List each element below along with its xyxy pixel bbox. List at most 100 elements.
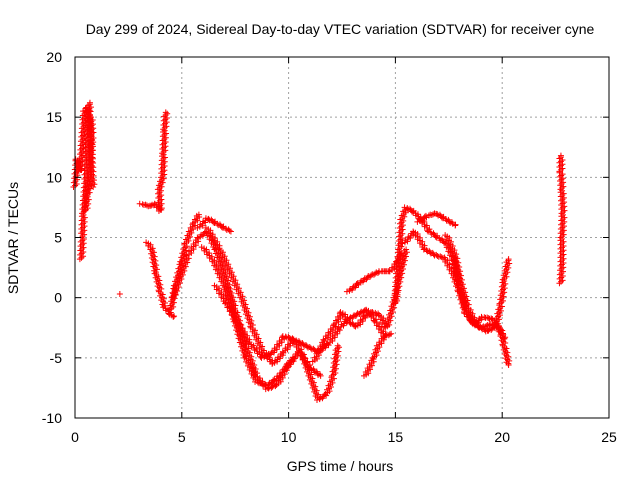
data-point xyxy=(400,266,407,273)
data-point xyxy=(157,281,164,288)
data-point xyxy=(246,313,253,320)
data-point xyxy=(262,352,269,359)
data-point xyxy=(363,312,370,319)
data-point xyxy=(303,343,310,350)
data-point xyxy=(248,353,255,360)
data-point xyxy=(317,372,324,379)
data-point xyxy=(296,347,303,354)
data-point xyxy=(440,239,447,246)
data-point xyxy=(243,305,250,312)
data-point xyxy=(358,308,365,315)
data-point xyxy=(219,261,226,268)
y-tick-label: -5 xyxy=(50,350,63,366)
data-point xyxy=(332,370,339,377)
data-point xyxy=(360,312,367,319)
data-point xyxy=(402,253,409,260)
x-tick-label: 25 xyxy=(601,429,617,445)
data-point xyxy=(156,277,163,284)
data-point xyxy=(296,339,303,346)
data-point xyxy=(81,214,88,221)
data-point xyxy=(305,363,312,370)
data-point xyxy=(401,204,408,211)
data-point xyxy=(86,115,93,122)
data-point xyxy=(84,205,91,212)
data-point xyxy=(317,394,324,401)
y-tick-label: 0 xyxy=(54,290,62,306)
data-point xyxy=(428,231,435,238)
data-point xyxy=(290,336,297,343)
data-point xyxy=(486,326,493,333)
data-point xyxy=(310,379,317,386)
data-point xyxy=(433,234,440,241)
data-point xyxy=(182,263,189,270)
data-point xyxy=(198,231,205,238)
data-point xyxy=(181,267,188,274)
x-tick-label: 15 xyxy=(388,429,404,445)
data-point xyxy=(179,271,186,278)
data-point xyxy=(326,388,333,395)
data-point xyxy=(455,259,462,266)
data-point xyxy=(264,352,271,359)
data-point xyxy=(414,218,421,225)
data-point xyxy=(309,375,316,382)
data-point xyxy=(335,348,342,355)
data-point xyxy=(501,285,508,292)
data-point xyxy=(210,219,217,226)
data-point xyxy=(206,217,213,224)
data-point xyxy=(495,316,502,323)
data-point xyxy=(502,280,509,287)
data-point xyxy=(505,264,512,271)
data-point xyxy=(85,200,92,207)
data-point xyxy=(435,212,442,219)
data-point xyxy=(452,273,459,280)
data-point xyxy=(457,268,464,275)
data-point xyxy=(505,353,512,360)
data-point xyxy=(389,308,396,315)
data-point xyxy=(421,213,428,220)
data-point xyxy=(223,285,230,292)
data-point xyxy=(226,227,233,234)
data-point xyxy=(440,215,447,222)
data-point xyxy=(205,215,212,222)
data-point xyxy=(350,313,357,320)
data-point xyxy=(294,338,301,345)
data-point xyxy=(343,288,350,295)
data-point xyxy=(88,177,95,184)
data-point xyxy=(246,349,253,356)
data-point xyxy=(386,321,393,328)
data-point xyxy=(170,313,177,320)
data-point xyxy=(402,209,409,216)
data-point xyxy=(354,310,361,317)
data-point xyxy=(153,262,160,269)
data-point xyxy=(307,345,314,352)
data-point xyxy=(241,346,248,353)
y-tick-label: 15 xyxy=(46,109,62,125)
data-point xyxy=(423,247,430,254)
data-point xyxy=(430,251,437,258)
data-point xyxy=(457,272,464,279)
data-point xyxy=(418,216,425,223)
data-point xyxy=(490,324,497,331)
data-point xyxy=(334,357,341,364)
data-point xyxy=(185,237,192,244)
data-point xyxy=(501,289,508,296)
data-point xyxy=(300,351,307,358)
data-point xyxy=(170,299,177,306)
data-point xyxy=(452,222,459,229)
data-point xyxy=(500,297,507,304)
data-point xyxy=(431,210,438,217)
data-point xyxy=(460,285,467,292)
data-point xyxy=(150,249,157,256)
data-point xyxy=(400,217,407,224)
data-point xyxy=(401,213,408,220)
data-point xyxy=(89,154,96,161)
data-point xyxy=(454,255,461,262)
data-point xyxy=(358,277,365,284)
data-point xyxy=(297,340,304,347)
data-point xyxy=(328,383,335,390)
data-point xyxy=(116,291,123,298)
data-point xyxy=(474,323,481,330)
data-point xyxy=(374,348,381,355)
data-point xyxy=(350,283,357,290)
data-point xyxy=(162,109,169,116)
